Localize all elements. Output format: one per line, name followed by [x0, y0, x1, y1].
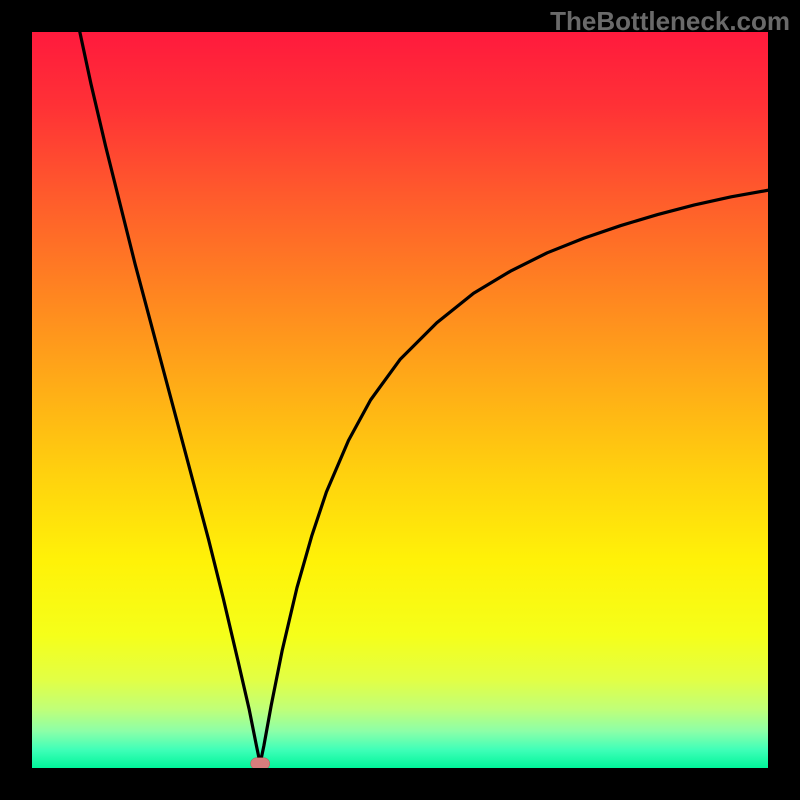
gradient-background [32, 32, 768, 768]
chart-svg [32, 32, 768, 768]
optimal-point-marker [251, 758, 270, 768]
chart-container: TheBottleneck.com [0, 0, 800, 800]
plot-area [32, 32, 768, 768]
